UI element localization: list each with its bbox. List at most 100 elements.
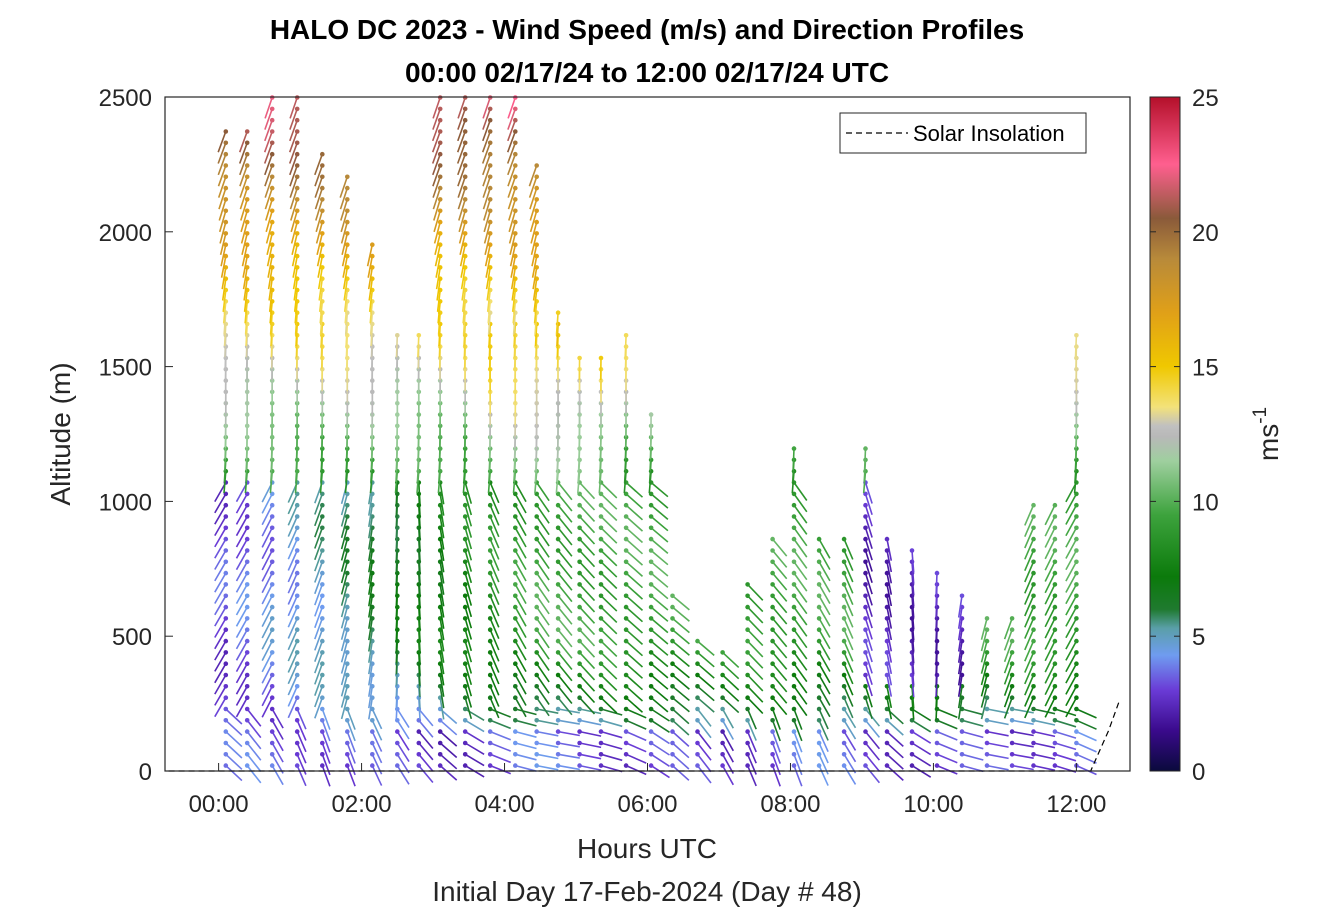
wind-barb-shaft (746, 708, 757, 730)
wind-barb-shaft (911, 550, 915, 573)
wind-barb-shaft (483, 221, 491, 244)
wind-barb-point (816, 661, 822, 666)
wind-barb-point (555, 514, 561, 519)
wind-barb-shaft (246, 742, 262, 761)
wind-barb-shaft (530, 221, 538, 244)
wind-barb-shaft (314, 697, 324, 719)
wind-barb-shaft (436, 289, 441, 312)
wind-barb-shaft (980, 697, 988, 720)
wind-barb-point (555, 695, 561, 700)
wind-barb-point (269, 582, 275, 587)
wind-barb-shaft (235, 561, 248, 582)
wind-barb-point (695, 763, 700, 768)
wind-barb-shaft (314, 618, 324, 640)
wind-barb-shaft (696, 719, 712, 739)
wind-barb-shaft (432, 97, 441, 119)
wind-barb-point (462, 582, 468, 587)
wind-barb-point (863, 582, 868, 587)
wind-barb-shaft (245, 323, 248, 347)
wind-barb-shaft (439, 764, 458, 781)
wind-barb-shaft (747, 651, 764, 669)
wind-barb-point (487, 253, 493, 259)
wind-barb-shaft (957, 595, 963, 618)
wind-barb-shaft (557, 764, 580, 771)
wind-barb-point (487, 140, 493, 146)
wind-barb-shaft (600, 606, 618, 623)
wind-barb-shaft (287, 685, 298, 707)
wind-barb-point (294, 593, 300, 599)
wind-barb-shaft (536, 538, 550, 558)
wind-barb-point (223, 559, 229, 565)
wind-barb-shaft (341, 233, 349, 255)
wind-barb-shaft (911, 561, 915, 584)
wind-barb-point (770, 548, 775, 553)
wind-barb-point (816, 638, 822, 644)
wind-barb-shaft (818, 595, 831, 616)
wind-barb-shaft (793, 742, 803, 764)
wind-barb-point (487, 627, 493, 632)
wind-barb-point (223, 140, 229, 146)
wind-barb-point (320, 253, 325, 259)
wind-barb-point (244, 740, 250, 746)
wind-barb-shaft (986, 730, 1009, 737)
wind-barb-point (244, 672, 250, 678)
wind-barb-point (223, 593, 229, 599)
wind-barb-point (320, 185, 325, 191)
wind-barb-shaft (287, 550, 298, 571)
wind-barb-point (487, 536, 493, 542)
wind-barb-point (695, 706, 700, 712)
wind-barb-point (1052, 627, 1058, 632)
wind-barb-shaft (287, 493, 298, 515)
wind-barb-point (984, 627, 990, 632)
colorbar-tick-label: 25 (1192, 85, 1219, 112)
wind-barb-point (462, 219, 468, 225)
wind-barb-point (462, 208, 468, 214)
wind-barb-point (370, 242, 375, 247)
wind-barb-point (648, 559, 654, 565)
wind-barb-shaft (235, 606, 248, 627)
wind-barb-point (487, 197, 493, 202)
wind-barb-shaft (1044, 527, 1056, 548)
wind-barb-point (577, 502, 582, 508)
wind-barb-shaft (340, 221, 349, 244)
wind-barb-shaft (439, 516, 445, 539)
wind-barb-shaft (509, 244, 517, 267)
wind-barb-point (1031, 684, 1036, 689)
wind-barb-point (294, 129, 300, 134)
wind-barb-shaft (271, 765, 284, 786)
wind-barb-shaft (843, 572, 854, 594)
wind-barb-point (1074, 752, 1079, 757)
wind-barb-shaft (600, 640, 618, 657)
wind-barb-shaft (271, 742, 284, 763)
wind-barb-shaft (261, 493, 273, 514)
wind-barb-point (223, 265, 229, 270)
wind-barb-point (555, 525, 561, 531)
wind-barb-shaft (980, 618, 988, 640)
wind-barb-point (320, 706, 325, 712)
wind-barb-point (623, 593, 629, 599)
wind-barb-shaft (240, 210, 248, 233)
wind-barb-point (884, 559, 890, 565)
x-tick-label: 00:00 (189, 791, 249, 818)
wind-barb-shaft (246, 753, 262, 772)
wind-barb-shaft (214, 606, 227, 627)
wind-barb-shaft (650, 595, 669, 611)
wind-barb-point (244, 627, 250, 632)
wind-barb-shaft (864, 663, 873, 685)
wind-barb-point (816, 548, 822, 553)
wind-barb-shaft (536, 629, 550, 649)
wind-barb-shaft (625, 583, 644, 600)
wind-barb-shaft (980, 640, 988, 663)
wind-barb-shaft (600, 549, 618, 567)
wind-barb-shaft (314, 538, 324, 561)
wind-barb-shaft (936, 719, 958, 730)
wind-barb-point (555, 616, 561, 621)
wind-barb-point (345, 718, 350, 723)
wind-barb-point (863, 763, 868, 768)
wind-barb-point (816, 706, 822, 712)
wind-barb-point (269, 616, 275, 621)
wind-barb-shaft (746, 731, 757, 753)
wind-barb-point (513, 672, 518, 678)
wind-barb-shaft (508, 199, 517, 221)
wind-barb-shaft (484, 233, 491, 255)
